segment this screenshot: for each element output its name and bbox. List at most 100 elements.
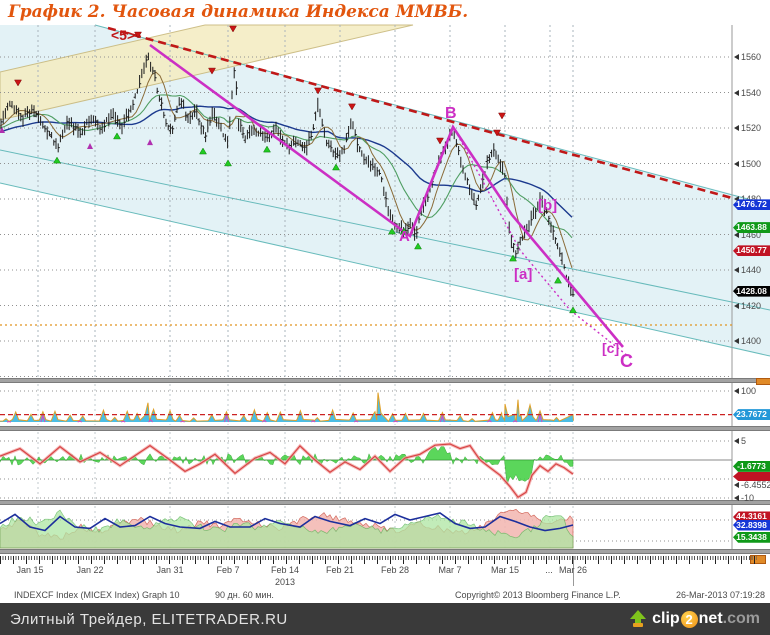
- p3-value-badge: 15.3438: [733, 531, 770, 543]
- logo-badge-2: 2: [680, 610, 698, 628]
- y-axis-tick: 100: [734, 386, 756, 396]
- y-axis-tick: -10: [734, 493, 754, 503]
- x-axis-label: Feb 14: [270, 565, 300, 575]
- buy-signal-icon: [263, 145, 271, 153]
- x-axis-label: Jan 22: [76, 565, 104, 575]
- p3-value-badge: 32.8398: [733, 519, 770, 531]
- red-dashed-trendline: [107, 26, 733, 200]
- p1-magenta-spike: [393, 420, 398, 423]
- tick-arrow-icon: [734, 481, 739, 488]
- y-axis-tick: 1440: [734, 265, 761, 275]
- page-title: График 2. Часовая динамика Индекса ММВБ.: [8, 2, 469, 22]
- p2-histogram-fill: [0, 446, 574, 485]
- buy-signal-icon: [388, 227, 396, 235]
- wave-label: [b]: [538, 197, 558, 214]
- y-axis-tick: 1500: [734, 159, 761, 169]
- p2-value-badge-red: [733, 472, 770, 482]
- x-axis-label: Mar 26: [558, 565, 588, 575]
- x-axis-label: ...: [545, 565, 553, 575]
- x-axis-label: Feb 7: [216, 565, 240, 575]
- wave-label: [c]: [602, 340, 620, 356]
- panel-separator: [0, 549, 770, 554]
- x-axis-label: Mar 7: [438, 565, 462, 575]
- elliott-wave-zigzag: [149, 43, 624, 348]
- sell-signal-icon: [134, 31, 142, 39]
- y-axis-tick: 1560: [734, 52, 761, 62]
- wave-label: A: [399, 228, 410, 245]
- p1-magenta-spike: [180, 420, 185, 423]
- tick-arrow-icon: [734, 338, 739, 344]
- p1-magenta-spike: [310, 420, 316, 423]
- buy-signal-icon: [400, 227, 408, 235]
- p1-magenta-spike: [487, 419, 492, 423]
- p3-minus-di-area: [0, 509, 574, 549]
- data-end-marker: [573, 556, 574, 586]
- y-axis-tick: 5: [734, 436, 746, 446]
- moving-average-medium: [0, 94, 573, 239]
- tick-arrow-icon: [734, 231, 739, 238]
- p2-red-line-glow: [0, 442, 574, 500]
- buy-signal-icon: [569, 306, 577, 314]
- tick-arrow-icon: [734, 160, 739, 167]
- buy-signal-icon: [414, 242, 422, 250]
- y-axis-tick: 1420: [734, 301, 761, 311]
- descending-channel-band: [0, 25, 770, 356]
- p1-value-badge: 23.7672: [733, 409, 770, 421]
- sell-signal-icon: [436, 137, 444, 145]
- buy-signal-icon: [113, 132, 121, 140]
- p2-value-badge-green: -1.6773: [733, 460, 770, 472]
- p2-red-line: [0, 443, 574, 498]
- p1-magenta-spike: [40, 414, 46, 423]
- y-axis-tick: 1520: [734, 123, 761, 133]
- tick-arrow-icon: [734, 495, 739, 501]
- clip2net-logo[interactable]: clip 2 net .com: [630, 610, 760, 628]
- sell-signal-icon: [229, 25, 237, 33]
- p1-magenta-spike: [537, 413, 543, 423]
- channel-line: [94, 24, 770, 206]
- footer-datetime: 26-Mar-2013 07:19:28: [675, 590, 765, 600]
- upload-arrow-icon: [630, 610, 647, 628]
- bottom-bar: Элитный Трейдер, ELITETRADER.RU clip 2 n…: [0, 603, 770, 635]
- last-price-badge: 1476.72: [733, 199, 770, 211]
- wave-label: <5>: [111, 27, 136, 43]
- y-axis-tick: 1460: [734, 230, 761, 240]
- magenta-signal-icon: [0, 127, 5, 133]
- tick-arrow-icon: [734, 267, 739, 273]
- panel-separator: [0, 500, 770, 505]
- buy-signal-icon: [332, 163, 340, 171]
- p1-magenta-spike: [353, 420, 359, 423]
- p3-value-badge: 44.3161: [733, 511, 770, 523]
- y-axis-tick: 1540: [734, 88, 761, 98]
- wave-label: C: [620, 351, 633, 371]
- x-axis-ruler: [0, 556, 757, 564]
- p1-magenta-spike: [261, 419, 267, 423]
- buy-signal-icon: [199, 147, 207, 155]
- sell-signal-icon: [498, 112, 506, 120]
- x-axis-label: Jan 31: [156, 565, 184, 575]
- sell-signal-icon: [14, 79, 22, 87]
- channel-line: [0, 149, 770, 311]
- tick-arrow-icon: [734, 388, 739, 394]
- p1-magenta-spike: [77, 420, 82, 423]
- buy-signal-icon: [224, 159, 232, 167]
- y-axis-tick: -6.4552: [734, 480, 770, 490]
- last-price-badge: 1450.77: [733, 245, 770, 257]
- elitetrader-link[interactable]: Элитный Трейдер, ELITETRADER.RU: [10, 610, 288, 628]
- x-axis-label: Feb 21: [325, 565, 355, 575]
- buy-signal-icon: [53, 156, 61, 164]
- ascending-channel-band: [0, 24, 414, 121]
- p3-adx-line: [0, 512, 574, 532]
- p1-stochastic-fill: [0, 392, 574, 422]
- wave-projection-dotted: [454, 129, 634, 361]
- buy-signal-icon: [509, 254, 517, 262]
- scrollbar-thumb[interactable]: [756, 378, 770, 385]
- logo-text-net: net: [698, 610, 723, 627]
- panel-separator: [0, 378, 770, 383]
- x-axis-year: 2013: [274, 577, 296, 587]
- panel-separator: [0, 426, 770, 431]
- footer-interval: 90 дн. 60 мин.: [215, 590, 274, 600]
- sell-signal-icon: [493, 129, 501, 137]
- p1-magenta-spike: [121, 420, 126, 423]
- tick-arrow-icon: [734, 438, 739, 444]
